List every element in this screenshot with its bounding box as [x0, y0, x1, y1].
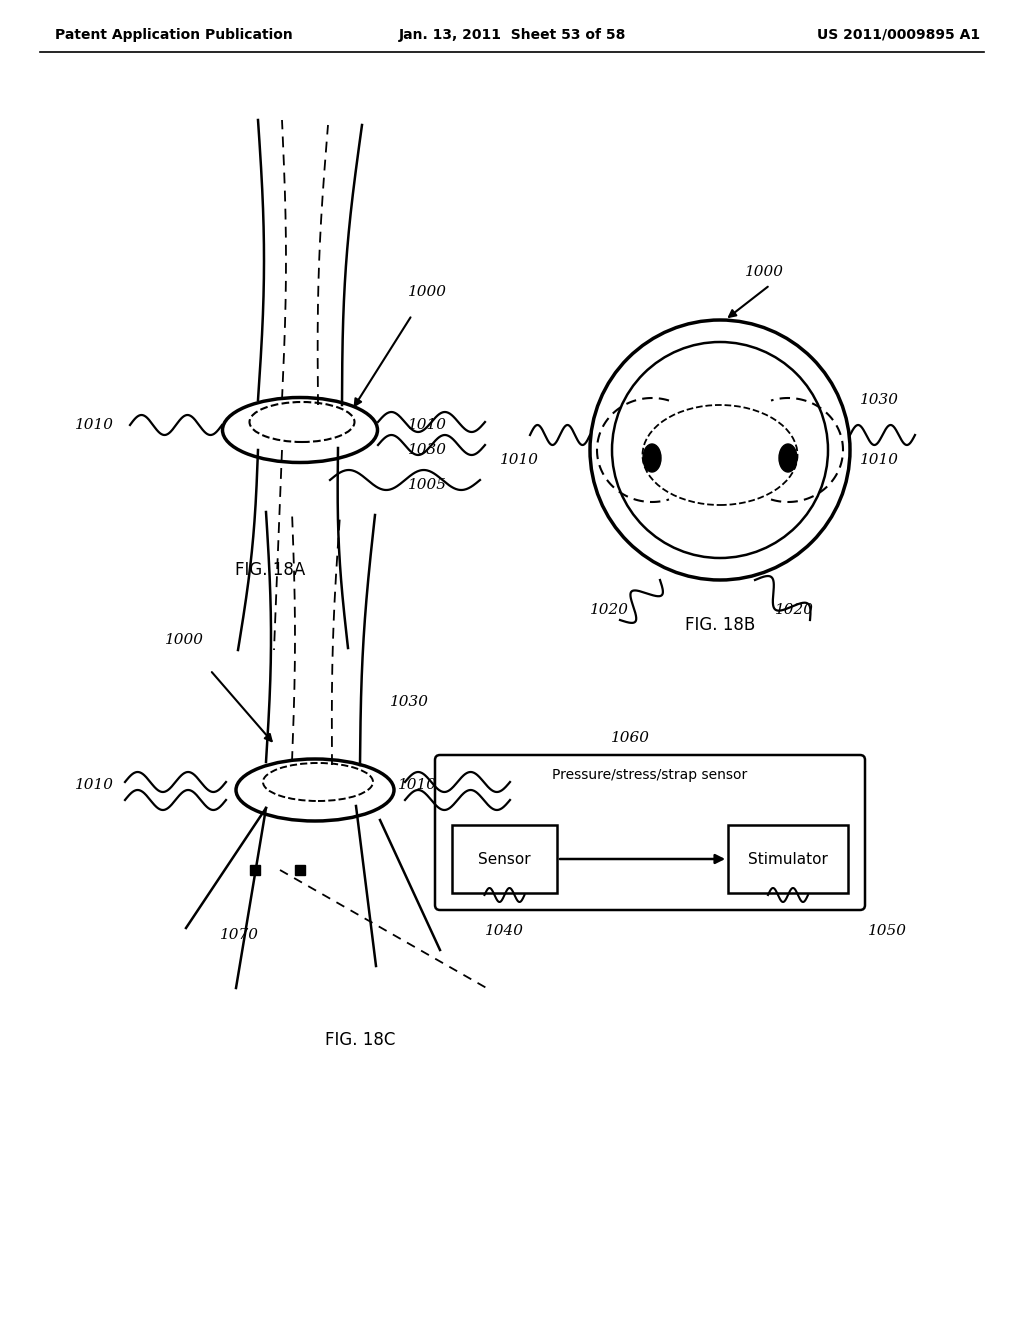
- Text: 1030: 1030: [390, 696, 429, 709]
- Text: 1020: 1020: [775, 603, 814, 616]
- Text: 1030: 1030: [408, 444, 447, 457]
- Text: Pressure/stress/strap sensor: Pressure/stress/strap sensor: [552, 768, 748, 781]
- Text: 1070: 1070: [220, 928, 259, 942]
- Text: 1030: 1030: [860, 393, 899, 407]
- Text: 1000: 1000: [745, 265, 784, 279]
- Ellipse shape: [779, 444, 797, 473]
- Text: Patent Application Publication: Patent Application Publication: [55, 28, 293, 42]
- Bar: [452, 825, 557, 894]
- Bar: [295, 865, 305, 875]
- Text: 1060: 1060: [610, 731, 649, 744]
- Text: 1010: 1010: [408, 418, 447, 432]
- Text: 1000: 1000: [408, 285, 447, 300]
- Text: 1000: 1000: [165, 634, 204, 647]
- Text: Sensor: Sensor: [478, 851, 530, 866]
- Text: Jan. 13, 2011  Sheet 53 of 58: Jan. 13, 2011 Sheet 53 of 58: [398, 28, 626, 42]
- Text: 1020: 1020: [590, 603, 629, 616]
- Text: 1010: 1010: [500, 453, 539, 467]
- Ellipse shape: [643, 444, 662, 473]
- Text: 1040: 1040: [485, 924, 524, 939]
- Text: 1005: 1005: [408, 478, 447, 492]
- Text: FIG. 18A: FIG. 18A: [234, 561, 305, 579]
- Text: Stimulator: Stimulator: [749, 851, 828, 866]
- Text: 1010: 1010: [75, 777, 114, 792]
- Text: US 2011/0009895 A1: US 2011/0009895 A1: [817, 28, 980, 42]
- Text: 1050: 1050: [868, 924, 907, 939]
- Text: 1010: 1010: [398, 777, 437, 792]
- Text: 1010: 1010: [75, 418, 114, 432]
- Bar: [250, 865, 260, 875]
- Text: FIG. 18B: FIG. 18B: [685, 616, 755, 634]
- Bar: [728, 825, 848, 894]
- Text: FIG. 18C: FIG. 18C: [325, 1031, 395, 1049]
- Text: 1010: 1010: [860, 453, 899, 467]
